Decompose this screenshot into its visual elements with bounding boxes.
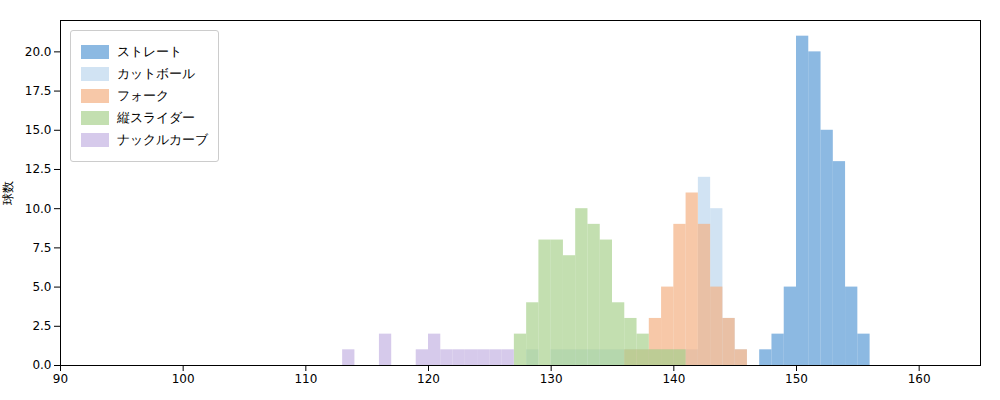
html-text:縦スライダー: 縦スライダー (117, 110, 195, 125)
svg-text:20.0: 20.0 (25, 45, 52, 59)
svg-text:100: 100 (172, 372, 195, 386)
html-text:フォーク: フォーク (117, 88, 169, 103)
svg-text:12.5: 12.5 (25, 162, 52, 176)
svg-text:2.5: 2.5 (32, 319, 51, 333)
svg-text:0.0: 0.0 (32, 358, 51, 372)
svg-text:90: 90 (53, 372, 68, 386)
html-text:ストレート: ストレート (117, 44, 182, 59)
svg-text:150: 150 (785, 372, 808, 386)
svg-text:110: 110 (294, 372, 317, 386)
svg-text:140: 140 (662, 372, 685, 386)
svg-text:130: 130 (540, 372, 563, 386)
svg-text:120: 120 (417, 372, 440, 386)
html-text:ナックルカーブ: ナックルカーブ (117, 132, 208, 147)
svg-text:7.5: 7.5 (32, 241, 51, 255)
svg-text:17.5: 17.5 (25, 84, 52, 98)
svg-text:5.0: 5.0 (32, 280, 51, 294)
svg-text:10.0: 10.0 (25, 202, 52, 216)
html-text:カットボール: カットボール (117, 66, 195, 81)
svg-text:160: 160 (908, 372, 931, 386)
svg-text:球数: 球数 (1, 181, 15, 205)
svg-text:15.0: 15.0 (25, 123, 52, 137)
